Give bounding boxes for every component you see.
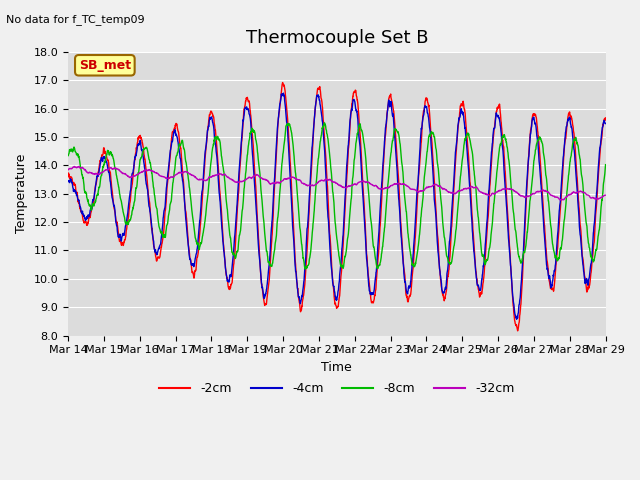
Title: Thermocouple Set B: Thermocouple Set B xyxy=(246,29,428,48)
Text: SB_met: SB_met xyxy=(79,59,131,72)
X-axis label: Time: Time xyxy=(321,361,352,374)
Legend: -2cm, -4cm, -8cm, -32cm: -2cm, -4cm, -8cm, -32cm xyxy=(154,377,520,400)
Text: No data for f_TC_temp09: No data for f_TC_temp09 xyxy=(6,14,145,25)
Y-axis label: Temperature: Temperature xyxy=(15,154,28,233)
